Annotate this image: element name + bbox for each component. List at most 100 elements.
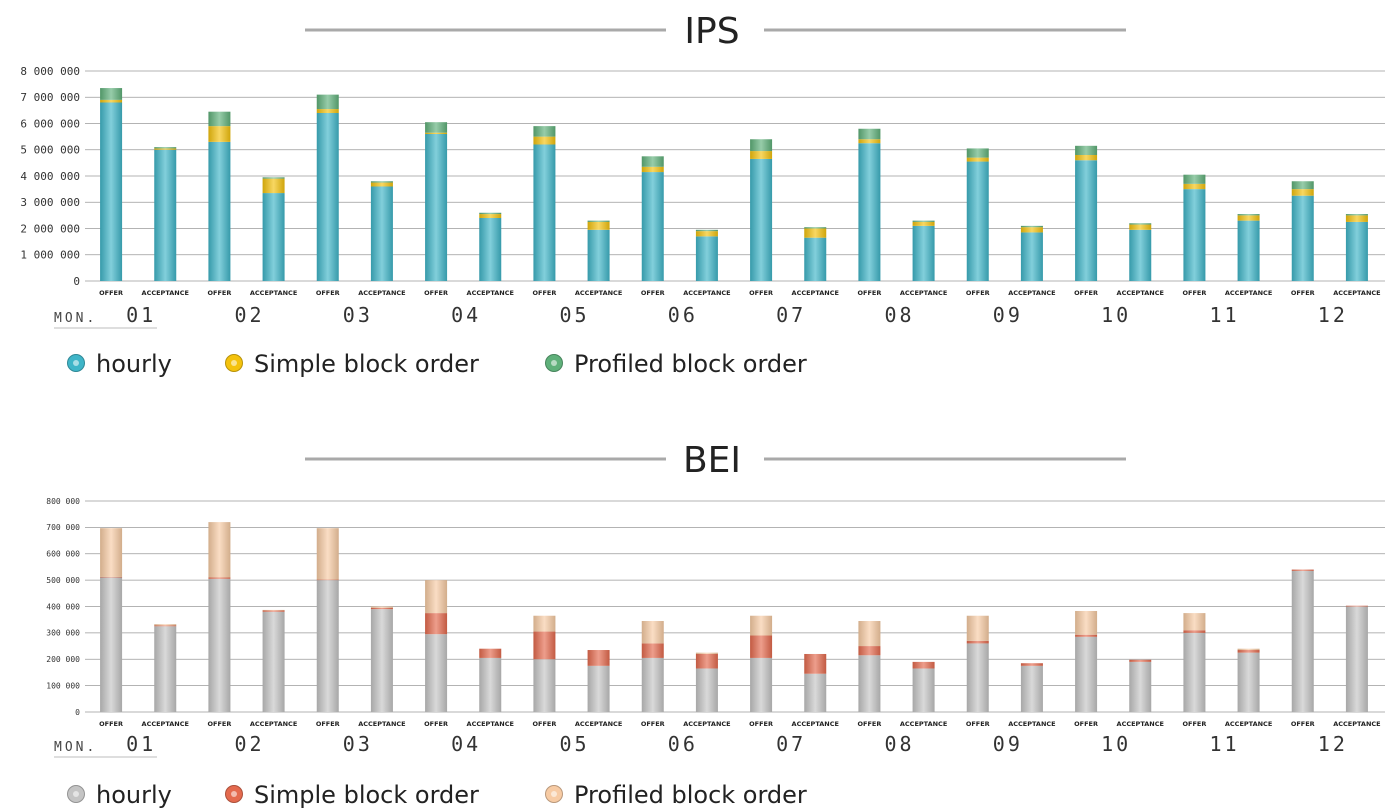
bar-segment-profiled-block-order (262, 609, 285, 611)
month-label: 07 (776, 732, 806, 756)
bar-segment-hourly (1237, 652, 1260, 712)
legend-label: Simple block order (254, 350, 479, 378)
legend-item-hourly: hourly (67, 781, 172, 808)
x-category-label: OFFER (207, 289, 231, 297)
y-tick-label: 6 000 000 (20, 117, 80, 130)
bar-segment-hourly (804, 237, 827, 281)
y-tick-label: 600 000 (46, 550, 80, 559)
bar-segment-profiled-block-order (533, 615, 556, 632)
bar-segment-hourly (370, 186, 393, 281)
bar-segment-simple-block-order (370, 182, 393, 187)
bar-segment-profiled-block-order (966, 148, 989, 158)
bar-segment-simple-block-order (100, 576, 123, 578)
x-category-label: OFFER (1182, 289, 1206, 297)
bar-segment-simple-block-order (966, 640, 989, 644)
bar-segment-profiled-block-order (425, 580, 448, 614)
month-label: 01 (126, 732, 156, 756)
bar-segment-hourly (208, 141, 231, 281)
bar-segment-hourly (966, 161, 989, 281)
y-tick-label: 400 000 (46, 602, 80, 611)
bar-segment-hourly (804, 673, 827, 712)
bar-segment-hourly (425, 634, 448, 712)
bar-segment-hourly (966, 643, 989, 712)
bar-segment-hourly (1129, 661, 1152, 712)
legend-item-profiled-block-order: Profiled block order (545, 781, 807, 808)
bar-segment-profiled-block-order (425, 122, 448, 133)
bar-segment-simple-block-order (695, 231, 718, 237)
y-tick-label: 5 000 000 (20, 144, 80, 157)
x-category-label: OFFER (966, 289, 990, 297)
y-tick-label: 0 (75, 708, 80, 717)
month-label: 07 (776, 303, 806, 327)
bar-segment-hourly (695, 668, 718, 712)
y-tick-label: 300 000 (46, 629, 80, 638)
bar-segment-profiled-block-order (1129, 223, 1152, 225)
y-tick-label: 700 000 (46, 523, 80, 532)
x-category-label: OFFER (1074, 289, 1098, 297)
bar-segment-simple-block-order (912, 221, 935, 226)
x-category-label: OFFER (316, 289, 340, 297)
bar-segment-simple-block-order (1129, 224, 1152, 230)
y-tick-label: 3 000 000 (20, 196, 80, 209)
month-label: 11 (1209, 732, 1239, 756)
month-label: 09 (993, 303, 1023, 327)
month-label: 12 (1318, 303, 1348, 327)
x-category-label: ACCEPTANCE (1008, 289, 1055, 297)
bar-segment-profiled-block-order (912, 220, 935, 222)
bar-segment-simple-block-order (1345, 215, 1368, 222)
bar-segment-profiled-block-order (1183, 174, 1206, 184)
bar-segment-hourly (479, 657, 502, 712)
bar-segment-profiled-block-order (316, 94, 339, 110)
legend-dot-highlight (551, 791, 557, 797)
mon-label: MON. (54, 740, 97, 755)
bar-segment-profiled-block-order (262, 177, 285, 179)
x-category-label: ACCEPTANCE (467, 289, 514, 297)
bar-segment-hourly (479, 218, 502, 281)
bar-segment-hourly (1075, 160, 1098, 281)
legend-label: Profiled block order (574, 781, 807, 808)
bar-segment-profiled-block-order (100, 528, 123, 577)
month-label: 01 (126, 303, 156, 327)
bar-segment-profiled-block-order (154, 624, 177, 626)
bar-segment-hourly (100, 577, 123, 712)
bar-segment-hourly (695, 236, 718, 281)
bar-segment-profiled-block-order (695, 229, 718, 232)
x-category-label: ACCEPTANCE (358, 720, 405, 728)
x-category-label: ACCEPTANCE (358, 289, 405, 297)
bar-segment-simple-block-order (750, 635, 773, 658)
bar-segment-hourly (208, 578, 231, 712)
x-category-label: OFFER (1291, 720, 1315, 728)
legend-label: Profiled block order (574, 350, 807, 378)
bar-segment-profiled-block-order (1237, 648, 1260, 651)
x-category-label: ACCEPTANCE (467, 720, 514, 728)
bar-segment-hourly (316, 580, 339, 712)
x-category-label: ACCEPTANCE (250, 720, 297, 728)
month-label: 09 (993, 732, 1023, 756)
x-category-label: ACCEPTANCE (250, 289, 297, 297)
bar-segment-simple-block-order (1020, 227, 1043, 233)
bar-segment-simple-block-order (695, 653, 718, 669)
bar-segment-profiled-block-order (1237, 214, 1260, 216)
bar-segment-profiled-block-order (1291, 181, 1314, 190)
month-label: 04 (451, 732, 481, 756)
legend-label: Simple block order (254, 781, 479, 808)
bar-segment-profiled-block-order (316, 528, 339, 580)
x-category-label: OFFER (316, 720, 340, 728)
x-category-label: OFFER (1291, 289, 1315, 297)
bar-segment-hourly (1183, 189, 1206, 281)
chart-title: IPS (684, 11, 739, 52)
bar-segment-simple-block-order (1020, 663, 1043, 666)
bar-segment-simple-block-order (533, 136, 556, 145)
bar-segment-hourly (912, 668, 935, 712)
x-category-label: ACCEPTANCE (1225, 720, 1272, 728)
bar-segment-profiled-block-order (370, 181, 393, 183)
x-category-label: ACCEPTANCE (575, 289, 622, 297)
bar-segment-simple-block-order (1345, 605, 1368, 607)
bar-segment-hourly (587, 229, 610, 281)
x-category-label: OFFER (207, 720, 231, 728)
month-label: 02 (234, 732, 264, 756)
month-label: 08 (884, 303, 914, 327)
x-category-label: ACCEPTANCE (792, 720, 839, 728)
chart-title: BEI (683, 440, 741, 481)
